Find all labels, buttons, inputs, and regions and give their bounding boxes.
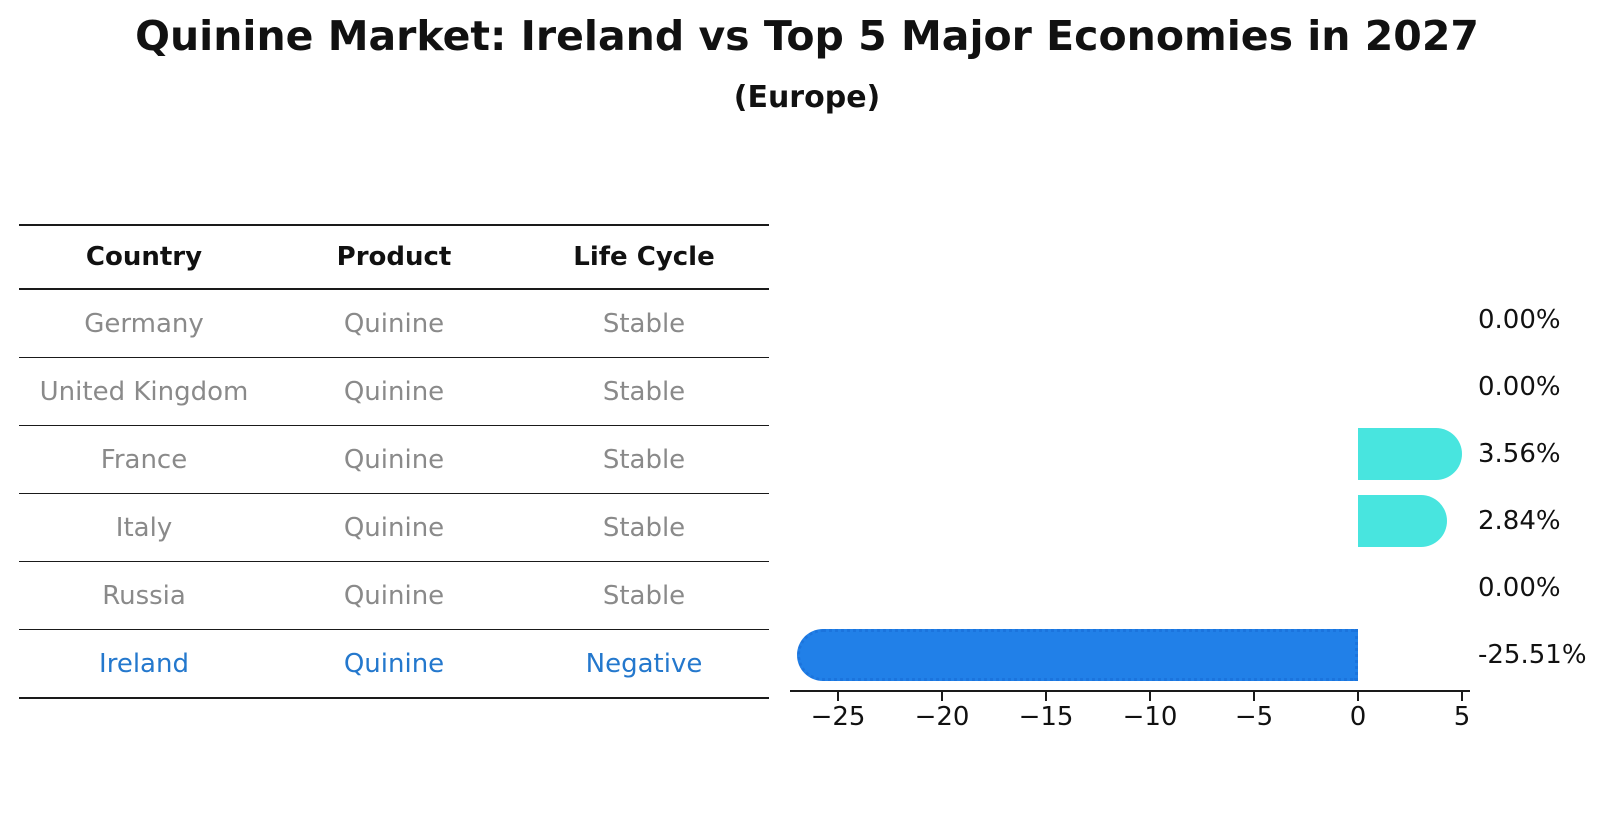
- x-tick-label: −20: [914, 702, 970, 732]
- table-row-united-kingdom: United Kingdom Quinine Stable: [19, 358, 769, 426]
- life-cycle-cell: Stable: [602, 444, 686, 475]
- life-cycle-cell: Stable: [602, 580, 686, 611]
- table-row-germany: Germany Quinine Stable: [19, 290, 769, 358]
- x-tick-mark: [1149, 692, 1151, 701]
- value-label-italy: 2.84%: [1478, 505, 1561, 536]
- page-title: Quinine Market: Ireland vs Top 5 Major E…: [135, 12, 1479, 60]
- life-cycle-cell: Negative: [585, 648, 703, 679]
- country-cell: United Kingdom: [39, 376, 249, 407]
- product-cell: Quinine: [343, 444, 445, 475]
- country-cell: Germany: [84, 308, 204, 339]
- x-tick-label: −10: [1122, 702, 1178, 732]
- life-cycle-column-header: Life Cycle: [573, 242, 715, 272]
- table-row-russia: Russia Quinine Stable: [19, 562, 769, 630]
- bar-france: [1358, 427, 1463, 480]
- x-tick-mark: [1045, 692, 1047, 701]
- page-subtitle: (Europe): [733, 80, 881, 115]
- x-tick-mark: [1253, 692, 1255, 701]
- product-cell: Quinine: [343, 376, 445, 407]
- x-tick-label: −5: [1234, 702, 1274, 732]
- value-label-united-kingdom: 0.00%: [1478, 371, 1561, 402]
- life-cycle-cell: Stable: [602, 376, 686, 407]
- value-label-germany: 0.00%: [1478, 304, 1561, 335]
- country-cell: Ireland: [99, 648, 189, 679]
- product-cell: Quinine: [343, 308, 445, 339]
- x-tick-mark: [837, 692, 839, 701]
- x-tick-label: 5: [1453, 702, 1471, 732]
- country-cell: France: [100, 444, 188, 475]
- value-label-france: 3.56%: [1478, 438, 1561, 469]
- product-cell: Quinine: [343, 580, 445, 611]
- x-tick-label: −15: [1018, 702, 1074, 732]
- life-cycle-cell: Stable: [602, 512, 686, 543]
- product-cell: Quinine: [343, 648, 445, 679]
- x-tick-mark: [1357, 692, 1359, 701]
- x-tick-mark: [941, 692, 943, 701]
- value-label-russia: 0.00%: [1478, 572, 1561, 603]
- table-row-ireland: Ireland Quinine Negative: [19, 630, 769, 699]
- country-cell: Italy: [115, 512, 173, 543]
- country-column-header: Country: [85, 242, 203, 272]
- value-label-ireland: -25.51%: [1478, 639, 1587, 670]
- x-tick-mark: [1461, 692, 1463, 701]
- table-row-italy: Italy Quinine Stable: [19, 494, 769, 562]
- country-cell: Russia: [102, 580, 186, 611]
- bar-ireland: [797, 628, 1358, 681]
- table-row-france: France Quinine Stable: [19, 426, 769, 494]
- product-cell: Quinine: [343, 512, 445, 543]
- x-tick-label: −25: [810, 702, 866, 732]
- x-axis-spine: [790, 690, 1471, 692]
- country-table: Country Product Life Cycle Germany Quinin…: [19, 224, 769, 699]
- table-header-row: Country Product Life Cycle: [19, 224, 769, 290]
- x-tick-label: 0: [1349, 702, 1367, 732]
- bar-italy: [1358, 494, 1448, 547]
- product-column-header: Product: [336, 242, 452, 272]
- life-cycle-cell: Stable: [602, 308, 686, 339]
